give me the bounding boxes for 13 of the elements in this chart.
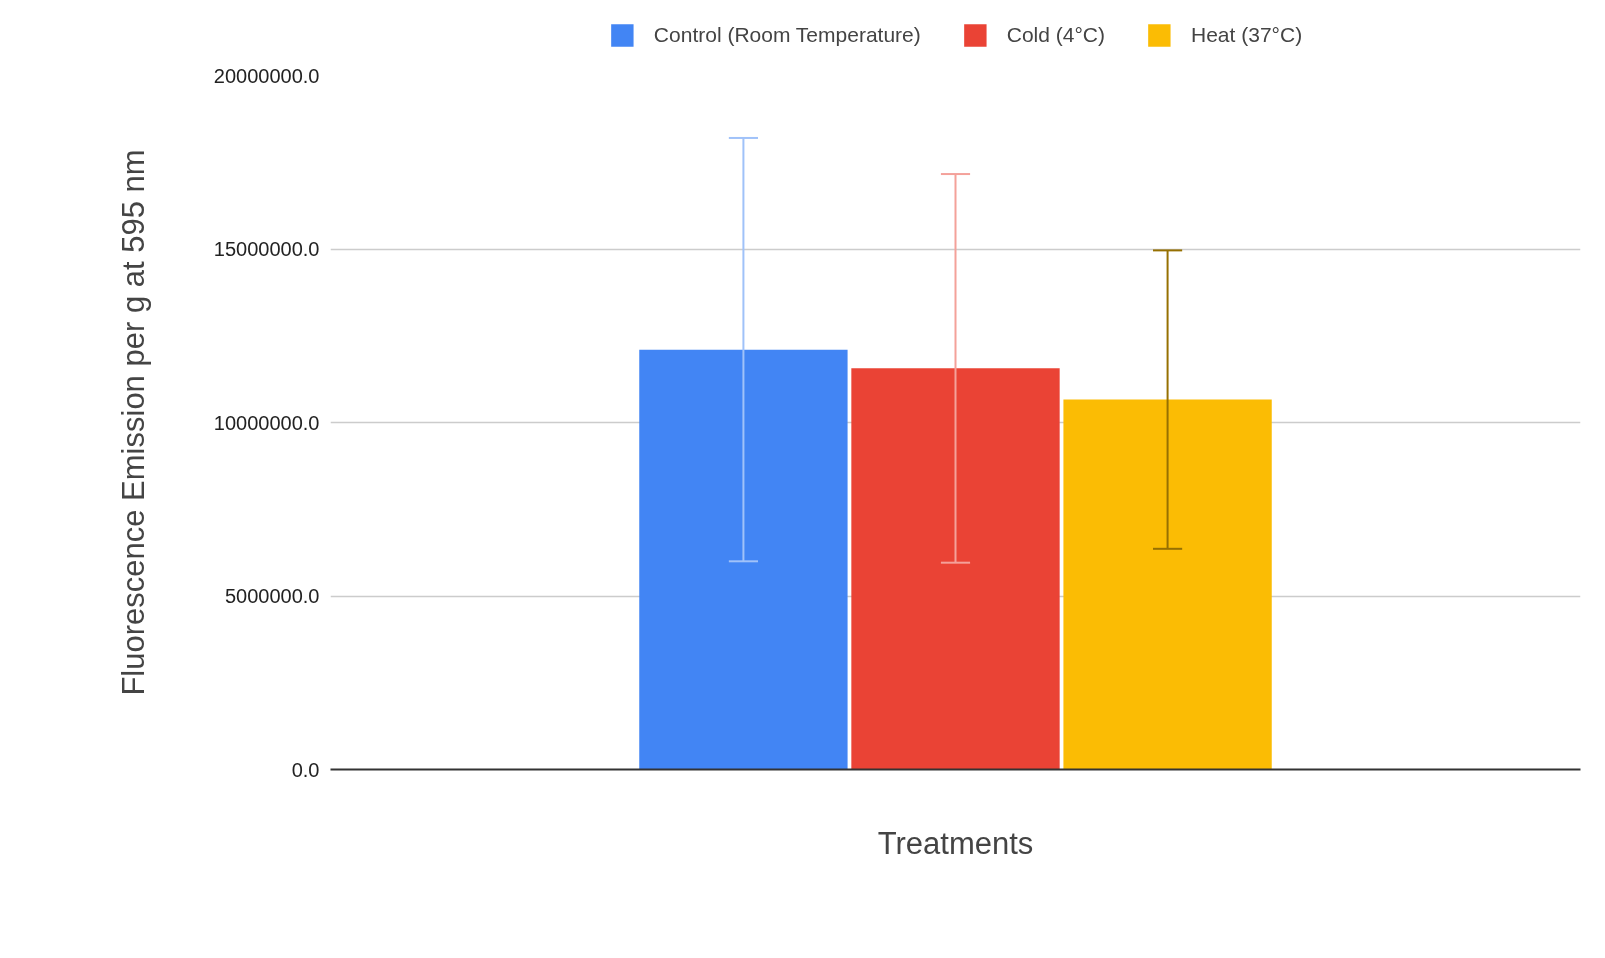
legend-label: Heat (37°C) — [1191, 23, 1303, 47]
y-tick-label: 5000000.0 — [224, 585, 320, 607]
y-tick-label: 15000000.0 — [213, 238, 320, 260]
y-tick-label: 0.0 — [291, 758, 320, 781]
legend-label: Control (Room Temperature) — [653, 23, 921, 47]
bar — [851, 368, 1060, 770]
y-axis-title: Fluorescence Emission per g at 595 nm — [115, 149, 151, 696]
y-tick-label: 10000000.0 — [213, 411, 320, 434]
bar — [1063, 399, 1272, 770]
x-axis-title: Treatments — [877, 825, 1034, 861]
legend-label: Cold (4°C) — [1006, 23, 1106, 47]
y-tick-label: 20000000.0 — [213, 64, 320, 87]
bar — [639, 349, 848, 770]
